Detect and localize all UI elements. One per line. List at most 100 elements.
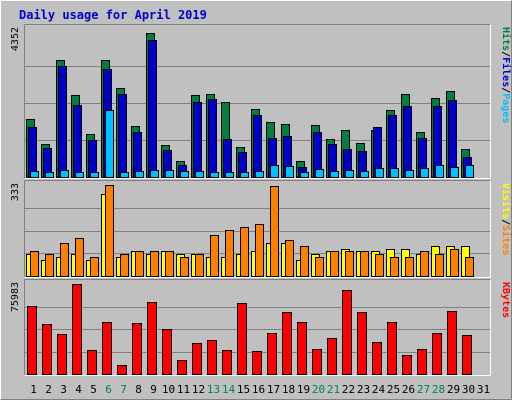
day-label-20: 20 [312,383,325,396]
bar-sites-day-3 [60,243,69,277]
bar-kbytes-day-24 [372,342,382,375]
bar-sites-day-2 [45,254,54,277]
bar-pages-day-15 [240,172,249,178]
bar-kbytes-day-6 [102,322,112,375]
bar-kbytes-day-12 [192,343,202,375]
day-label-27: 27 [417,383,430,396]
bar-kbytes-day-4 [72,284,82,375]
bar-kbytes-day-23 [357,312,367,375]
bar-sites-day-8 [135,251,144,277]
bar-kbytes-day-14 [222,350,232,375]
bar-pages-day-12 [195,171,204,178]
bar-sites-day-18 [285,240,294,277]
day-label-23: 23 [357,383,370,396]
day-label-12: 12 [192,383,205,396]
bar-sites-day-7 [120,254,129,277]
bar-files-day-29 [448,100,457,178]
bar-files-day-12 [193,102,202,178]
day-label-4: 4 [75,383,82,396]
series-legend-label: KBytes [500,282,511,318]
legend-segment: / [500,87,511,93]
bar-pages-day-2 [45,172,54,178]
bar-kbytes-day-27 [417,349,427,375]
day-label-16: 16 [252,383,265,396]
bar-kbytes-day-28 [432,333,442,375]
legend-segment: / [500,51,511,57]
day-label-9: 9 [150,383,157,396]
bar-sites-day-4 [75,238,84,277]
bar-pages-day-16 [255,171,264,178]
bar-kbytes-day-20 [312,349,322,375]
bar-sites-day-1 [30,251,39,277]
day-label-15: 15 [237,383,250,396]
bar-sites-day-22 [345,251,354,277]
bar-files-day-16 [253,115,262,178]
bar-pages-day-10 [165,170,174,178]
day-label-14: 14 [222,383,236,396]
bar-kbytes-day-16 [252,351,262,375]
bar-sites-day-12 [195,254,204,277]
bar-files-day-3 [58,66,67,178]
bars-kbytes [27,284,472,375]
day-label-30: 30 [462,383,475,396]
bar-pages-day-20 [315,169,324,178]
bar-pages-day-22 [345,170,354,178]
day-label-18: 18 [282,383,295,396]
bar-kbytes-day-8 [132,323,142,375]
day-label-28: 28 [432,383,445,396]
bar-pages-day-9 [150,170,159,178]
bar-pages-day-13 [210,172,219,178]
bar-pages-day-25 [390,168,399,178]
series-legend-label: Visits/Sites [500,183,512,255]
day-label-25: 25 [387,383,400,396]
day-label-21: 21 [327,383,340,396]
bar-kbytes-day-3 [57,334,67,375]
bar-sites-day-5 [90,257,99,277]
day-label-10: 10 [162,383,175,396]
bar-kbytes-day-13 [207,340,217,375]
day-label-3: 3 [60,383,67,396]
bar-kbytes-day-17 [267,333,277,375]
bar-files-day-8 [133,132,142,178]
bar-kbytes-day-15 [237,303,247,375]
bar-pages-day-3 [60,170,69,178]
day-label-13: 13 [207,383,220,396]
bar-sites-day-27 [420,251,429,277]
bar-pages-day-8 [135,171,144,178]
bar-sites-day-15 [240,227,249,277]
legend-segment: Visits [500,183,512,219]
bar-sites-day-17 [270,186,279,277]
panel-visits-sites: 333 Visits/Sites [10,180,512,278]
bar-sites-day-10 [165,251,174,277]
bar-files-day-9 [148,40,157,178]
panel-kbytes: 75983 KBytes [10,279,511,376]
x-axis-day-labels: 1 2 3 4 5 6 7 8 9 10 11 12 13 14 15 16 17 18 19 20 21 22 23 24 2… [30,383,490,396]
day-label-17: 17 [267,383,280,396]
legend-segment: / [500,219,511,225]
bar-kbytes-day-5 [87,350,97,375]
bar-kbytes-day-7 [117,365,127,375]
bar-kbytes-day-1 [27,306,37,375]
bar-sites-day-29 [450,249,459,277]
bar-pages-day-1 [30,171,39,178]
bar-sites-day-6 [105,185,114,277]
chart-title: Daily usage for April 2019 [19,8,207,22]
bar-files-day-4 [73,105,82,178]
day-label-5: 5 [90,383,97,396]
bar-pages-day-30 [465,165,474,178]
bar-sites-day-24 [375,254,384,277]
bar-pages-day-11 [180,171,189,178]
bar-sites-day-21 [330,251,339,277]
bars-visits-sites [26,185,474,277]
legend-segment: Hits [500,27,512,51]
bar-kbytes-day-9 [147,302,157,375]
day-label-6: 6 [105,383,112,396]
bar-kbytes-day-18 [282,312,292,375]
bar-sites-day-14 [225,230,234,277]
bar-kbytes-day-26 [402,355,412,375]
y-max-label: 333 [10,183,21,201]
bar-files-day-5 [88,140,97,178]
bar-kbytes-day-21 [327,338,337,375]
